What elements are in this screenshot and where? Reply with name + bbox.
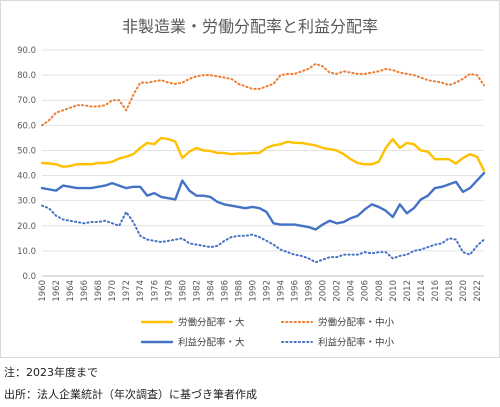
x-tick-label: 1974 (136, 280, 146, 302)
series-lines (40, 62, 486, 264)
y-tick-label: 0.0 (22, 272, 36, 282)
x-tick-label: 2020 (459, 280, 469, 302)
series-line-1 (40, 136, 486, 172)
series-line-2 (41, 62, 485, 127)
y-tick-label: 50.0 (17, 146, 36, 156)
legend-label: 利益分配率・大 (178, 337, 245, 349)
y-tick-labels: 0.0 10.0 20.0 30.0 40.0 50.0 60.0 70.0 80.0 90.0 (17, 46, 36, 282)
x-tick-label: 1990 (248, 280, 258, 302)
x-tick-label: 1964 (66, 280, 76, 302)
chart-frame: 非製造業・労働分配率と利益分配率 (0, 0, 500, 358)
x-tick-label: 1984 (206, 280, 216, 302)
x-tick-label: 1972 (122, 280, 132, 302)
x-tick-label: 1982 (192, 280, 202, 302)
series-line-4 (41, 204, 485, 264)
x-tick-label: 1994 (277, 280, 287, 302)
series-line-3 (40, 171, 486, 231)
x-tick-label: 1978 (164, 280, 174, 302)
x-tick-label: 2008 (375, 280, 385, 302)
x-tick-label: 2002 (333, 280, 343, 302)
y-tick-label: 40.0 (17, 172, 36, 182)
x-tick-label: 1998 (305, 280, 315, 302)
footnote-period: 注：2023年度まで (4, 366, 98, 379)
legend-label: 労働分配率・中小 (318, 317, 395, 329)
x-tick-label: 1980 (178, 280, 188, 302)
chart-title: 非製造業・労働分配率と利益分配率 (121, 17, 378, 36)
x-tick-label: 2016 (431, 280, 441, 302)
x-tick-label: 2012 (403, 280, 413, 302)
x-tick-label: 1986 (220, 280, 230, 302)
footnote-source: 出所：法人企業統計（年次調査）に基づき筆者作成 (4, 388, 257, 401)
x-tick-label: 1968 (94, 280, 104, 302)
x-tick-label: 1970 (108, 280, 118, 302)
legend-label: 労働分配率・大 (178, 317, 245, 329)
y-tick-label: 60.0 (17, 121, 36, 131)
line-chart: 0.010.020.030.040.050.060.070.080.090.0 … (17, 46, 486, 349)
x-tick-label: 2010 (389, 280, 399, 302)
x-tick-labels: 1960 1962 1964 1966 1968 1970 1972 1974 1976 1978… (38, 280, 483, 302)
x-tick-label: 2022 (473, 280, 483, 302)
y-tick-label: 80.0 (17, 71, 36, 81)
x-tick-label: 2006 (361, 280, 371, 302)
x-tick-label: 2014 (417, 280, 427, 302)
x-tick-label: 2000 (319, 280, 329, 302)
x-tick-label: 2018 (445, 280, 455, 302)
y-tick-label: 20.0 (17, 222, 36, 232)
x-tick-label: 1992 (263, 280, 273, 302)
x-tick-label: 1962 (52, 280, 62, 302)
x-tick-label: 1988 (234, 280, 244, 302)
y-tick-label: 30.0 (17, 197, 36, 207)
y-tick-label: 70.0 (17, 96, 36, 106)
legend-label: 利益分配率・中小 (318, 337, 395, 349)
x-tick-label: 1976 (150, 280, 160, 302)
x-tick-label: 1996 (291, 280, 301, 302)
x-tick-label: 1960 (38, 280, 48, 302)
y-tick-label: 90.0 (17, 46, 36, 56)
x-tick-label: 1966 (80, 280, 90, 302)
x-tick-label: 2004 (347, 280, 357, 302)
y-tick-label: 10.0 (17, 247, 36, 257)
